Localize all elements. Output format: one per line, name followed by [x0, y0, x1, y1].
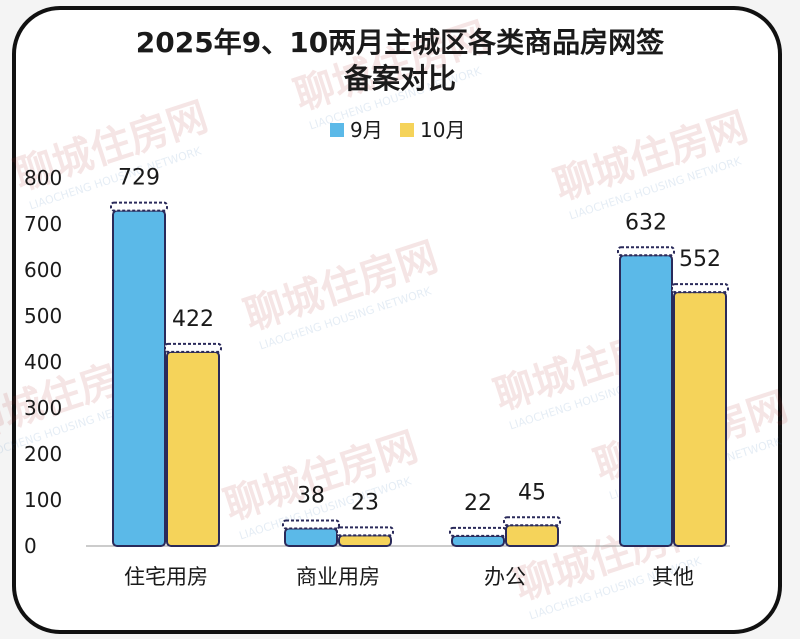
data-label-sep: 38 [297, 484, 325, 509]
category-label: 办公 [484, 565, 526, 589]
bar-cap-oct [671, 283, 729, 294]
data-label-oct: 23 [351, 490, 379, 515]
y-tick-label: 300 [24, 396, 62, 420]
y-tick-label: 800 [24, 166, 62, 190]
y-tick-label: 400 [24, 350, 62, 374]
bar-marks [110, 201, 729, 548]
y-tick-label: 700 [24, 212, 62, 236]
data-label-oct: 45 [518, 480, 546, 505]
bar-sep [112, 209, 166, 547]
data-label-oct: 552 [679, 247, 721, 272]
bar-oct [673, 291, 727, 547]
bar-cap-sep [282, 519, 340, 530]
y-tick-label: 200 [24, 442, 62, 466]
bar-oct [505, 524, 559, 547]
data-label-sep: 632 [625, 210, 667, 235]
bar-oct [338, 534, 392, 547]
bar-sep [619, 254, 673, 547]
category-labels: 住宅用房 商业用房 办公 其他 [124, 565, 694, 589]
bar-cap-oct [336, 526, 394, 537]
bar-sep [284, 527, 338, 548]
category-label: 其他 [652, 565, 694, 589]
legend-swatch-oct [400, 123, 414, 137]
bar-sep [451, 534, 505, 548]
y-tick-label: 600 [24, 258, 62, 282]
data-label-sep: 729 [118, 166, 160, 191]
y-tick-label: 500 [24, 304, 62, 328]
legend: 9月 10月 [330, 118, 465, 142]
data-labels: 729 422 38 23 22 45 632 552 [118, 166, 721, 516]
legend-swatch-sep [330, 123, 344, 137]
y-axis-ticks: 0 100 200 300 400 500 600 700 800 [24, 166, 62, 558]
category-label: 住宅用房 [124, 565, 208, 589]
y-tick-label: 0 [24, 534, 37, 558]
y-tick-label: 100 [24, 488, 62, 512]
chart-title-line-1: 2025年9、10两月主城区各类商品房网签 [136, 26, 664, 59]
bar-cap-sep [110, 201, 168, 212]
chart-title-line-2: 备案对比 [343, 62, 456, 95]
category-label: 商业用房 [296, 565, 380, 589]
bar-oct [166, 350, 220, 547]
bar-cap-oct [164, 342, 222, 353]
bar-cap-sep [617, 246, 675, 257]
bar-cap-oct [503, 516, 561, 527]
data-label-oct: 422 [172, 307, 214, 332]
data-label-sep: 22 [464, 491, 492, 516]
legend-label-oct: 10月 [420, 118, 465, 142]
legend-label-sep: 9月 [350, 118, 383, 142]
bar-cap-sep [449, 526, 507, 537]
